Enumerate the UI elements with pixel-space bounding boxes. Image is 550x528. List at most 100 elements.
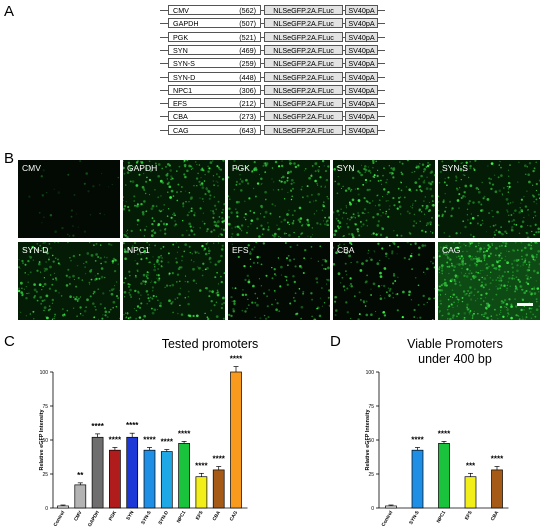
cell-nucleus	[193, 214, 196, 217]
cell-nucleus	[196, 163, 198, 166]
cell-nucleus	[500, 284, 503, 286]
cell-nucleus	[153, 308, 157, 312]
cell-nucleus	[385, 236, 389, 238]
cell-nucleus	[533, 259, 536, 262]
cell-nucleus	[103, 214, 105, 216]
cell-nucleus	[523, 164, 527, 168]
cell-nucleus	[45, 191, 48, 194]
cell-nucleus	[94, 305, 96, 308]
cell-nucleus	[530, 242, 533, 244]
cell-nucleus	[394, 280, 397, 282]
cell-nucleus	[246, 248, 248, 251]
cell-nucleus	[319, 223, 322, 226]
cell-nucleus	[98, 183, 101, 186]
cell-nucleus	[240, 230, 243, 232]
cell-nucleus	[506, 211, 509, 213]
cell-nucleus	[414, 200, 417, 202]
cell-nucleus	[166, 178, 169, 180]
cell-nucleus	[218, 175, 221, 178]
cell-nucleus	[469, 233, 473, 236]
cell-nucleus	[447, 318, 449, 320]
cell-nucleus	[316, 182, 319, 185]
cell-nucleus	[512, 201, 514, 203]
cell-nucleus	[401, 162, 404, 165]
significance-mark: ****	[126, 421, 139, 430]
cell-nucleus	[528, 307, 531, 310]
cell-nucleus	[480, 270, 482, 272]
cell-nucleus	[85, 306, 88, 309]
cell-nucleus	[506, 289, 508, 292]
cell-nucleus	[41, 194, 45, 197]
cell-nucleus	[253, 246, 256, 248]
cell-nucleus	[325, 178, 329, 182]
cell-nucleus	[488, 245, 491, 249]
cell-nucleus	[151, 204, 155, 208]
cell-nucleus	[216, 293, 220, 297]
cell-nucleus	[360, 164, 363, 166]
cell-nucleus	[364, 212, 366, 215]
category-label: CBA	[490, 510, 501, 522]
cell-nucleus	[195, 177, 199, 180]
cell-nucleus	[455, 176, 458, 179]
cell-nucleus	[19, 267, 21, 269]
cell-nucleus	[438, 224, 440, 227]
cell-nucleus	[190, 196, 193, 199]
cell-nucleus	[203, 180, 206, 182]
cell-nucleus	[488, 212, 491, 215]
cell-nucleus	[231, 300, 233, 302]
cell-nucleus	[133, 308, 135, 310]
cell-nucleus	[373, 250, 375, 252]
cell-nucleus	[383, 188, 386, 191]
cell-nucleus	[64, 315, 66, 317]
cell-nucleus	[36, 269, 39, 272]
cell-nucleus	[36, 242, 39, 245]
cell-nucleus	[72, 254, 76, 258]
cell-nucleus	[364, 305, 367, 307]
cell-nucleus	[129, 275, 131, 277]
cell-nucleus	[491, 244, 493, 246]
cell-nucleus	[231, 243, 233, 245]
cell-nucleus	[328, 289, 330, 292]
cell-nucleus	[510, 228, 513, 230]
cell-nucleus	[182, 219, 184, 222]
cell-nucleus	[230, 295, 233, 299]
cell-nucleus	[73, 194, 76, 196]
cell-nucleus	[526, 165, 529, 168]
bar	[385, 505, 397, 509]
cell-nucleus	[383, 167, 385, 170]
cell-nucleus	[371, 200, 374, 202]
cell-nucleus	[500, 309, 502, 311]
cell-nucleus	[400, 234, 403, 237]
cell-nucleus	[423, 200, 425, 202]
cell-nucleus	[366, 259, 369, 262]
cell-nucleus	[169, 284, 171, 287]
cell-nucleus	[408, 290, 411, 294]
cell-nucleus	[162, 222, 166, 226]
cell-nucleus	[145, 180, 148, 183]
cell-nucleus	[336, 225, 340, 228]
cell-nucleus	[461, 300, 464, 303]
cell-nucleus	[350, 243, 353, 246]
cell-nucleus	[460, 178, 462, 181]
cell-nucleus	[117, 297, 120, 300]
cell-nucleus	[177, 312, 179, 315]
cell-nucleus	[474, 262, 476, 265]
cell-nucleus	[150, 234, 154, 237]
cell-nucleus	[52, 278, 54, 280]
cell-nucleus	[396, 207, 399, 210]
cell-nucleus	[86, 252, 90, 255]
cell-nucleus	[536, 253, 538, 256]
cell-nucleus	[515, 259, 519, 262]
cell-nucleus	[41, 288, 43, 291]
cell-nucleus	[453, 301, 455, 304]
cell-nucleus	[61, 308, 64, 311]
cell-nucleus	[128, 209, 131, 212]
cell-nucleus	[495, 293, 498, 296]
cell-nucleus	[157, 268, 159, 270]
cell-nucleus	[199, 227, 202, 229]
cell-nucleus	[441, 269, 444, 272]
cell-nucleus	[311, 164, 314, 167]
cell-nucleus	[448, 305, 451, 308]
cell-nucleus	[403, 256, 406, 260]
